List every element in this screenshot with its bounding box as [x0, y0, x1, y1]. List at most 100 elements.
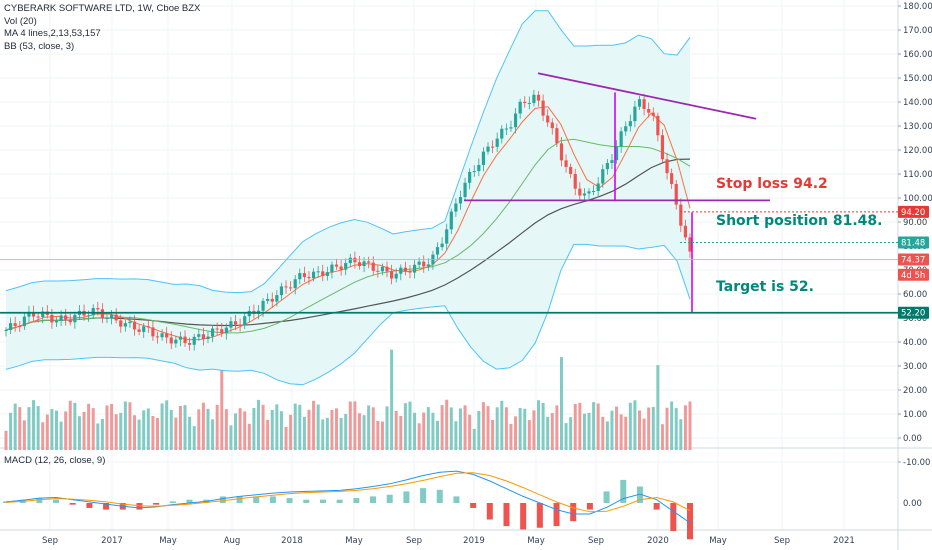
- macd-histogram-bar: [370, 496, 377, 503]
- volume-bar: [367, 405, 371, 450]
- volume-bar: [357, 413, 361, 450]
- volume-bar: [87, 403, 91, 450]
- candle-body: [426, 264, 430, 267]
- ma-157-line: [5, 158, 691, 331]
- candle-body: [605, 162, 609, 170]
- macd-histogram-bar: [603, 491, 610, 503]
- candle-body: [243, 316, 247, 326]
- volume-bar: [247, 423, 251, 450]
- time-tick-label: 2019: [463, 536, 485, 546]
- volume-bar: [293, 403, 297, 450]
- volume-bar: [426, 407, 430, 450]
- volume-bar: [119, 412, 123, 450]
- candle-body: [569, 166, 573, 175]
- volume-bar: [436, 420, 440, 450]
- volume-bar: [514, 416, 518, 450]
- volume-bar: [601, 416, 605, 450]
- macd-histogram-bar: [503, 503, 510, 527]
- ma-53-line: [5, 138, 691, 334]
- volume-bar: [633, 400, 637, 450]
- volume-bar: [674, 408, 678, 450]
- macd-histogram-bar: [236, 496, 243, 503]
- time-tick-label: 2018: [281, 536, 303, 546]
- candle-body: [261, 300, 265, 311]
- volume-bar: [339, 417, 343, 450]
- volume-bar: [463, 405, 467, 450]
- candle-body: [665, 159, 669, 174]
- candle-body: [100, 309, 105, 319]
- volume-bar: [266, 419, 270, 450]
- volume-bar: [188, 416, 192, 450]
- macd-histogram-bar: [553, 503, 560, 527]
- bollinger-indicator-label[interactable]: BB (53, close, 3): [4, 40, 75, 52]
- candle-body: [518, 101, 522, 114]
- macd-histogram-bar: [653, 503, 660, 510]
- candle-body: [486, 146, 490, 152]
- candle-body: [660, 135, 665, 160]
- candle-body: [399, 267, 403, 274]
- trade-annotations: Stop loss 94.2 Short position 81.48. Targe…: [716, 176, 882, 295]
- volume-bar: [344, 413, 348, 450]
- volume-bar: [59, 421, 63, 450]
- macd-line: [5, 470, 691, 524]
- price-tick-label: 180.00: [903, 2, 932, 12]
- time-axis: Sep 2017 May Aug 2018 May Sep 2019 May Sep 2020 May…: [42, 536, 855, 546]
- candle-body: [64, 315, 68, 320]
- macd-histogram-bar: [86, 503, 93, 508]
- volume-bar: [504, 407, 508, 450]
- candle-body: [500, 128, 504, 139]
- symbol-title[interactable]: CYBERARK SOFTWARE LTD, 1W, Cboe BZX: [4, 3, 201, 14]
- ma-13-line: [5, 106, 691, 341]
- volume-bar: [110, 403, 114, 450]
- candle-body: [614, 146, 619, 161]
- price-tag-label: 74.37: [901, 256, 925, 266]
- macd-histogram-bar: [303, 499, 310, 503]
- candle-body: [362, 261, 366, 267]
- volume-bar: [468, 414, 472, 450]
- macd-histogram-bar: [386, 494, 393, 503]
- volume-bar: [683, 405, 687, 450]
- volume-bar: [486, 406, 490, 450]
- macd-indicator-label[interactable]: MACD (12, 26, close, 9): [4, 455, 106, 466]
- macd-histogram-bar: [69, 503, 76, 505]
- time-tick-label: Sep: [406, 536, 422, 546]
- volume-bar: [660, 424, 664, 450]
- macd-histogram-bar: [670, 503, 677, 532]
- moving-average-indicator-label[interactable]: MA 4 lines,2,13,53,157: [4, 28, 101, 39]
- candle-body: [458, 197, 463, 204]
- macd-histogram-bar: [470, 503, 477, 508]
- candle-body: [128, 321, 132, 324]
- price-tag-box: [898, 205, 929, 218]
- price-tag-label: 4d 5h: [901, 271, 925, 281]
- candle-body: [495, 138, 499, 147]
- volume-bar: [82, 411, 86, 450]
- candle-body: [683, 225, 688, 238]
- volume-bar: [394, 410, 398, 450]
- candle-body: [220, 329, 224, 334]
- volume-bar: [178, 405, 182, 450]
- candle-body: [132, 321, 137, 330]
- time-tick-label: 2020: [647, 536, 669, 546]
- volume-bar: [670, 401, 674, 450]
- candle-body: [656, 115, 660, 136]
- candle-body: [18, 325, 22, 327]
- candle-body: [472, 171, 476, 173]
- candle-body: [155, 336, 160, 338]
- volume-bar: [215, 404, 219, 450]
- candle-body: [601, 169, 605, 184]
- volume-bar: [220, 347, 224, 450]
- volume-bar: [518, 407, 522, 450]
- volume-bar: [68, 400, 72, 450]
- price-tick-label: 140.00: [903, 98, 932, 108]
- volume-bar: [284, 426, 288, 450]
- time-tick-label: May: [159, 536, 177, 546]
- annotation-label: Short position 81.48.: [716, 213, 882, 229]
- candle-body: [532, 94, 536, 103]
- candle-body: [339, 266, 343, 270]
- volume-bar: [656, 365, 660, 450]
- volume-bar: [569, 417, 573, 450]
- volume-indicator-label[interactable]: Vol (20): [4, 15, 37, 27]
- time-tick-label: May: [709, 536, 727, 546]
- volume-bar: [192, 426, 196, 450]
